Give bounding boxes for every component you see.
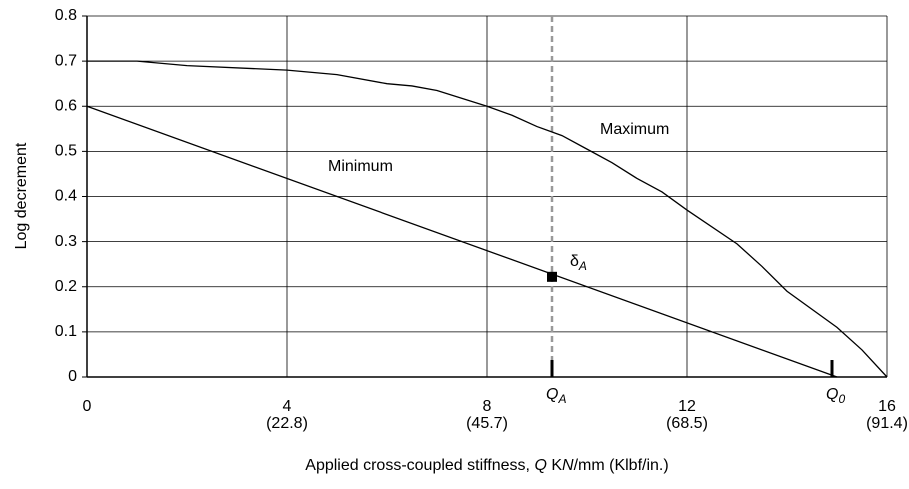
y-tick-label: 0.5: [55, 143, 77, 160]
y-tick-label: 0.3: [55, 233, 77, 250]
marker-subscript: A: [557, 392, 566, 406]
point-label: δA: [570, 253, 587, 273]
y-tick-label: 0.4: [55, 188, 77, 205]
x-tick-sublabel: (22.8): [266, 415, 308, 432]
y-axis-label: Log decrement: [13, 142, 30, 249]
y-tick-label: 0.7: [55, 52, 77, 69]
x-tick-label: 12: [678, 398, 696, 415]
x-tick-sublabel: (91.4): [866, 415, 908, 432]
series-label: Minimum: [328, 158, 393, 175]
point-symbol: δ: [570, 253, 579, 270]
x-tick-sublabel: (68.5): [666, 415, 708, 432]
y-tick-label: 0.6: [55, 97, 77, 114]
y-tick-label: 0.1: [55, 323, 77, 340]
marker-label: QA: [546, 386, 566, 406]
x-axis-label-part: K: [547, 457, 562, 474]
y-tick-label: 0.2: [55, 278, 77, 295]
y-tick-label: 0: [68, 368, 77, 385]
x-tick-sublabel: (45.7): [466, 415, 508, 432]
x-axis-label-part: Applied cross-coupled stiffness,: [305, 457, 534, 474]
data-point: [547, 271, 557, 282]
x-axis-label-part: N: [562, 457, 574, 474]
series-label: Maximum: [600, 121, 669, 138]
x-axis-label: Applied cross-coupled stiffness, Q KN/mm…: [305, 457, 668, 474]
y-tick-label: 0.8: [55, 7, 77, 24]
x-axis-label-part: /mm (Klbf/in.): [574, 457, 669, 474]
x-tick-label: 16: [878, 398, 896, 415]
x-tick-label: 4: [283, 398, 292, 415]
x-tick-label: 8: [483, 398, 492, 415]
series-line: [86, 105, 838, 378]
marker-symbol: Q: [546, 386, 558, 403]
x-axis-label-part: Q: [534, 457, 546, 474]
marker-subscript: 0: [838, 392, 845, 406]
marker-symbol: Q: [826, 386, 838, 403]
x-tick-label: 0: [83, 398, 92, 415]
marker-label: Q0: [826, 386, 845, 406]
point-subscript: A: [578, 259, 587, 273]
series-line: [87, 60, 888, 378]
